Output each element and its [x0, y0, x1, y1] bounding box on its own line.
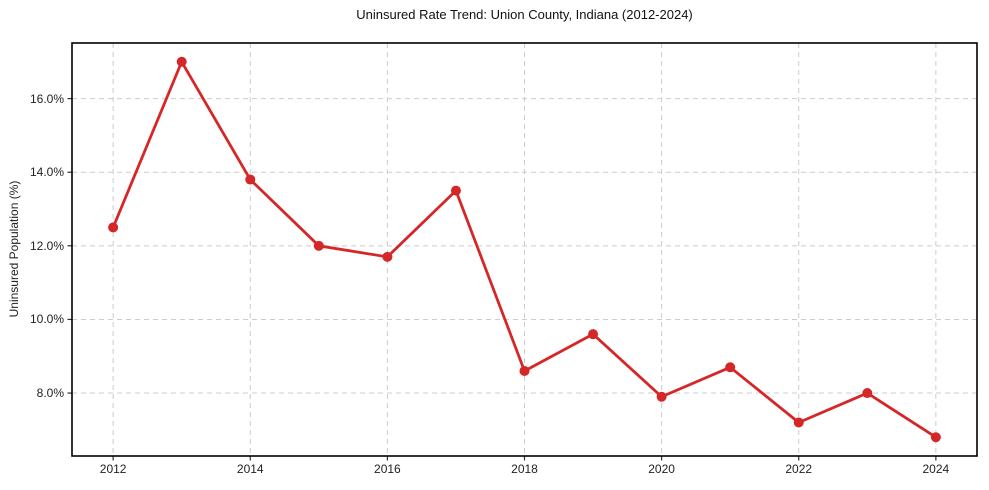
data-point	[519, 365, 530, 376]
data-point	[450, 185, 461, 196]
data-point	[656, 391, 667, 402]
chart-title: Uninsured Rate Trend: Union County, Indi…	[356, 7, 693, 22]
plot-border	[71, 42, 978, 457]
data-point	[108, 222, 119, 233]
data-point	[382, 251, 393, 262]
data-point	[588, 329, 599, 340]
data-point	[245, 174, 256, 185]
data-point	[793, 417, 804, 428]
data-point	[725, 362, 736, 373]
data-point	[862, 388, 873, 399]
data-point	[176, 56, 187, 67]
data-point	[313, 240, 324, 251]
data-point	[930, 432, 941, 443]
